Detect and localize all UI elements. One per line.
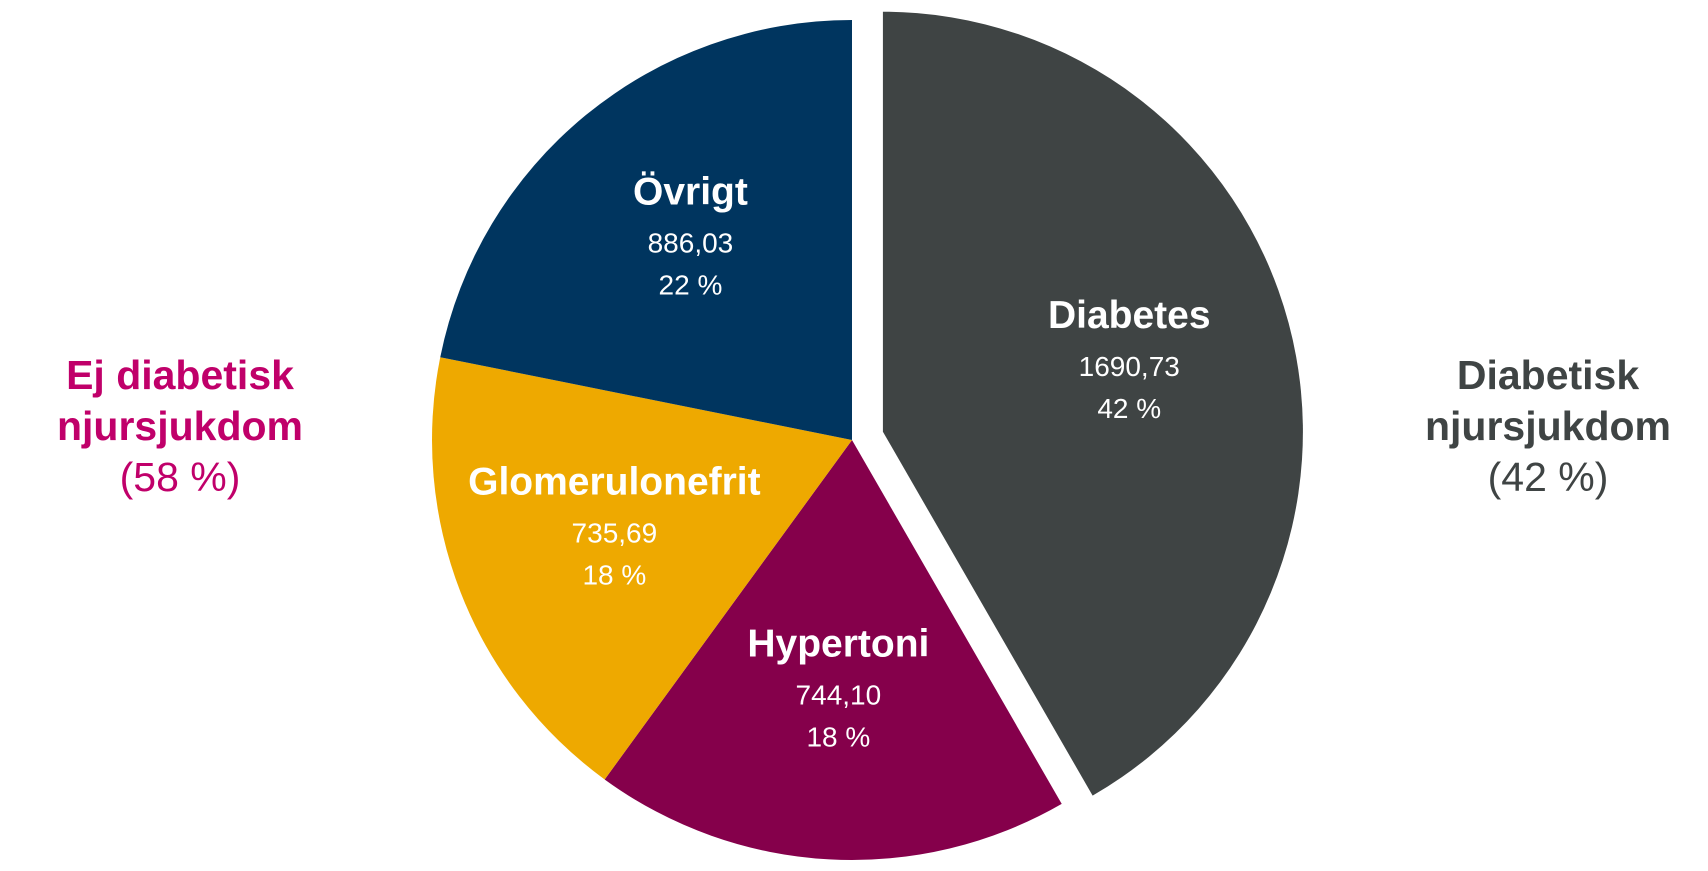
slice-value-label: 886,03 xyxy=(648,228,734,259)
pie-slice-hypertoni xyxy=(604,440,1062,860)
group-title-line1: Ej diabetisk xyxy=(66,352,294,398)
group-percent: (58 %) xyxy=(119,454,241,500)
slice-percent-label: 22 % xyxy=(659,270,723,301)
group-label-diabetic: Diabetisk njursjukdom (42 %) xyxy=(1368,350,1708,503)
slice-value-label: 1690,73 xyxy=(1079,351,1180,382)
pie-slice-diabetes xyxy=(882,11,1303,796)
pie-slice-glomerulonefrit xyxy=(432,357,852,780)
group-title-line2: njursjukdom xyxy=(1424,403,1672,449)
slice-label: Diabetes xyxy=(1048,294,1211,337)
slice-percent-label: 18 % xyxy=(806,722,870,753)
group-percent: (42 %) xyxy=(1487,454,1609,500)
slice-label: Glomerulonefrit xyxy=(468,461,761,504)
slice-label: Hypertoni xyxy=(747,623,929,666)
slice-value-label: 744,10 xyxy=(796,680,882,711)
slice-percent-label: 18 % xyxy=(582,560,646,591)
group-title-line2: njursjukdom xyxy=(56,403,304,449)
pie-slice-övrigt xyxy=(440,20,852,440)
group-label-non-diabetic: Ej diabetisk njursjukdom (58 %) xyxy=(0,350,360,503)
slice-value-label: 735,69 xyxy=(572,518,658,549)
slice-percent-label: 42 % xyxy=(1097,393,1161,424)
slice-label: Övrigt xyxy=(633,171,748,214)
group-title-line1: Diabetisk xyxy=(1456,352,1640,398)
